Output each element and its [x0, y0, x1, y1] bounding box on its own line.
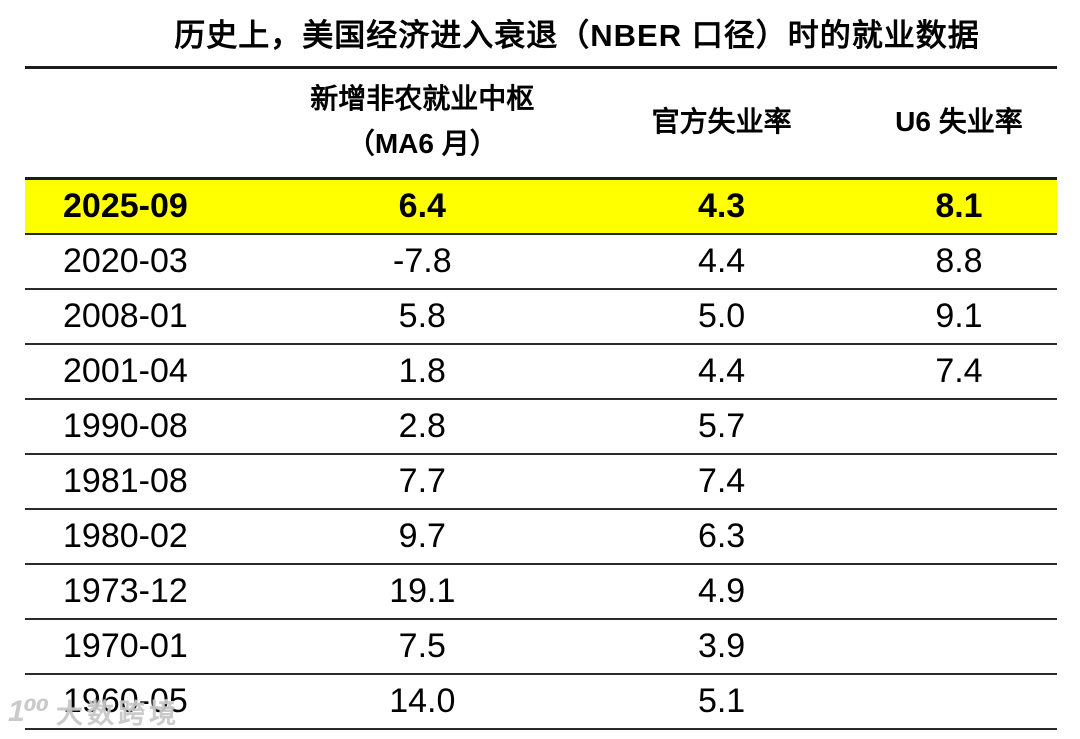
table-row-1990-08: 1990-08 2.8 5.7 [25, 399, 1057, 455]
header-date [25, 68, 262, 179]
cell-nfp: 19.1 [262, 564, 583, 620]
header-nfp-line1: 新增非农就业中枢 [310, 83, 535, 114]
cell-u3: 4.4 [582, 234, 861, 290]
cell-u3: 7.4 [582, 454, 861, 510]
cell-u6 [860, 674, 1057, 730]
cell-u6: 7.4 [860, 344, 1057, 400]
table-row-2025-09: 2025-09 6.4 4.3 8.1 [25, 178, 1057, 235]
cell-date: 1960-05 [25, 674, 263, 730]
watermark-text: 大数跨境 [55, 699, 180, 729]
employment-table: 新增非农就业中枢 （MA6 月） 官方失业率 U6 失业率 2025-09 6.… [25, 66, 1057, 730]
header-nfp-line2: （MA6 月） [346, 128, 498, 159]
cell-nfp: 5.8 [262, 289, 583, 345]
cell-nfp: 7.7 [262, 454, 583, 510]
cell-u3: 6.3 [582, 509, 861, 565]
cell-date: 2020-03 [25, 234, 263, 290]
cell-u3: 3.9 [582, 619, 861, 675]
cell-u6: 9.1 [860, 289, 1057, 345]
table-row-2008-01: 2008-01 5.8 5.0 9.1 [25, 289, 1057, 345]
cell-nfp: 1.8 [262, 344, 583, 400]
cell-u3: 4.3 [582, 178, 861, 235]
cell-nfp: 2.8 [262, 399, 583, 455]
cell-u6: 8.8 [860, 234, 1057, 290]
table-row-1980-02: 1980-02 9.7 6.3 [25, 509, 1057, 565]
table-row-1970-01: 1970-01 7.5 3.9 [25, 619, 1057, 675]
cell-u6 [860, 564, 1057, 620]
cell-u3: 5.7 [582, 399, 861, 455]
cell-date: 1981-08 [25, 454, 263, 510]
cell-u6: 8.1 [860, 178, 1057, 235]
cell-u6 [860, 509, 1057, 565]
cell-nfp: -7.8 [262, 234, 583, 290]
cell-date: 2008-01 [25, 289, 263, 345]
watermark-logo-icon: 1⁰⁰ [8, 695, 49, 728]
table-row-2020-03: 2020-03 -7.8 4.4 8.8 [25, 234, 1057, 290]
table-header: 新增非农就业中枢 （MA6 月） 官方失业率 U6 失业率 [25, 67, 1057, 179]
header-u6-unemployment: U6 失业率 [895, 105, 1023, 137]
cell-nfp: 6.4 [262, 178, 583, 235]
cell-u3: 5.1 [582, 674, 861, 730]
cell-date: 2025-09 [25, 178, 263, 235]
table-row-1960-05: 1960-05 14.0 5.1 [25, 674, 1057, 730]
cell-u3: 4.4 [582, 344, 861, 400]
cell-u6 [860, 454, 1057, 510]
cell-nfp: 7.5 [262, 619, 583, 675]
header-row: 新增非农就业中枢 （MA6 月） 官方失业率 U6 失业率 [25, 67, 1057, 179]
cell-date: 1980-02 [25, 509, 263, 565]
header-nfp: 新增非农就业中枢 （MA6 月） [262, 68, 582, 179]
header-official-unemployment: 官方失业率 [651, 105, 792, 137]
cell-u3: 4.9 [582, 564, 861, 620]
cell-date: 2001-04 [25, 344, 263, 400]
cell-nfp: 14.0 [262, 674, 583, 730]
table-row-1973-12: 1973-12 19.1 4.9 [25, 564, 1057, 620]
cell-date: 1990-08 [25, 399, 263, 455]
cell-date: 1970-01 [25, 619, 263, 675]
cell-u6 [860, 619, 1057, 675]
table-row-1981-08: 1981-08 7.7 7.4 [25, 454, 1057, 510]
table-row-2001-04: 2001-04 1.8 4.4 7.4 [25, 344, 1057, 400]
figure-title: 历史上，美国经济进入衰退（NBER 口径）时的就业数据 [174, 18, 980, 53]
cell-u6 [860, 399, 1057, 455]
cell-date: 1973-12 [25, 564, 263, 620]
watermark: 1⁰⁰ 大数跨境 [8, 692, 180, 731]
cell-u3: 5.0 [582, 289, 861, 345]
cell-nfp: 9.7 [262, 509, 583, 565]
table-body: 2025-09 6.4 4.3 8.1 2020-03 -7.8 4.4 8.8… [25, 178, 1057, 730]
